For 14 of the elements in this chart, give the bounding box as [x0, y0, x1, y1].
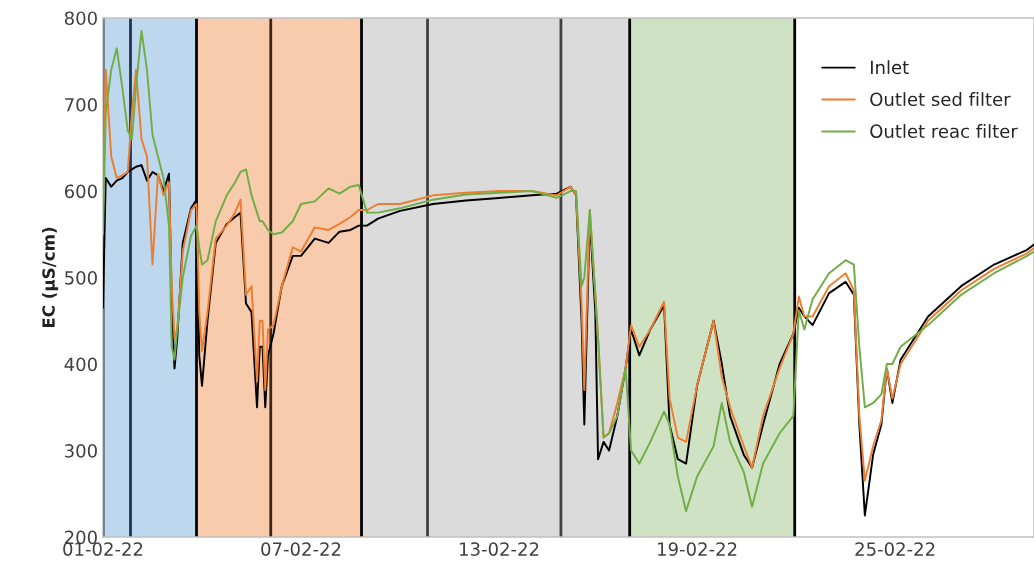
x-tick-label: 07-02-22: [261, 542, 341, 556]
y-tick-label: 500: [65, 270, 97, 285]
legend-label: Inlet: [870, 60, 909, 75]
y-axis-title: EC (µS/cm): [41, 227, 59, 328]
x-tick-label: 25-02-22: [855, 542, 935, 556]
legend-label: Outlet reac filter: [870, 124, 1018, 139]
y-tick-label: 800: [64, 11, 97, 26]
legend-label: Outlet sed filter: [870, 92, 1011, 107]
x-tick-label: 19-02-22: [658, 542, 737, 556]
y-tick-label: 300: [65, 444, 97, 458]
y-tick-label: 700: [65, 97, 97, 112]
y-tick-label: 600: [64, 184, 97, 199]
x-tick-label: 13-02-22: [460, 542, 539, 556]
y-tick-label: 400: [64, 357, 97, 372]
